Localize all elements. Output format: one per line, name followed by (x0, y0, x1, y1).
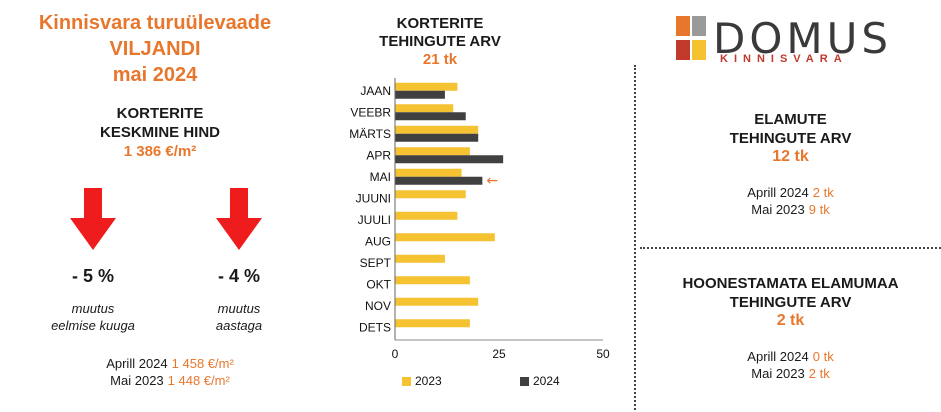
change-month-label: muutus eelmise kuuga (23, 300, 163, 334)
avg-price-value: 1 386 €/m² (123, 143, 197, 160)
land-compare-value: 2 tk (808, 366, 830, 381)
bar-2023 (395, 233, 495, 242)
land-block: HOONESTAMATA ELAMUMAA TEHINGUTE ARV 2 tk… (640, 274, 941, 382)
change-year-label2: aastaga (215, 318, 263, 333)
y-tick-label: NOV (365, 299, 391, 313)
bar-2023 (395, 104, 454, 113)
legend-label-2024: 2024 (533, 374, 560, 388)
land-title2: TEHINGUTE ARV (729, 294, 852, 311)
logo-subtitle: KINNISVARA (720, 53, 848, 65)
price-compare-row-apr: Aprill 2024 1 458 €/m² (60, 355, 280, 372)
y-tick-label: JUUNI (356, 191, 391, 205)
change-month-label2: eelmise kuuga (51, 318, 135, 333)
bar-2023 (395, 319, 470, 328)
report-title-line3: mai 2024 (112, 64, 198, 86)
bar-2023 (395, 211, 458, 220)
bar-2023 (395, 254, 445, 263)
y-tick-label: OKT (366, 277, 391, 291)
highlight-arrow-icon: ← (486, 173, 498, 189)
price-compare-value: 1 448 €/m² (167, 373, 230, 388)
land-title1: HOONESTAMATA ELAMUMAA (682, 275, 899, 292)
houses-title1: ELAMUTE (754, 111, 827, 128)
bar-2024 (395, 112, 466, 121)
change-year-label: muutus aastaga (169, 300, 309, 334)
houses-block: ELAMUTE TEHINGUTE ARV 12 tk Aprill 2024 2… (640, 110, 941, 218)
domus-logo-icon (676, 16, 706, 60)
y-tick-label: JAAN (360, 84, 391, 98)
bar-2023 (395, 168, 462, 177)
avg-price-title1: KORTERITE (116, 105, 204, 122)
bar-2023 (395, 276, 470, 285)
price-compare-value: 1 458 €/m² (171, 356, 234, 371)
houses-compare-label: Aprill 2024 (747, 185, 809, 200)
price-compare-label: Mai 2023 (110, 373, 164, 388)
y-tick-label: DETS (359, 320, 391, 334)
chart-title-value: 21 tk (422, 51, 458, 68)
legend-label-2023: 2023 (415, 374, 442, 388)
houses-value: 12 tk (772, 148, 809, 165)
bar-2023 (395, 190, 466, 199)
bar-2023 (395, 125, 479, 134)
report-title: Kinnisvara turuülevaade VILJANDI mai 202… (20, 10, 290, 88)
avg-price-title2: KESKMINE HIND (99, 124, 220, 141)
y-tick-label: VEEBR (350, 105, 391, 119)
bar-2023 (395, 147, 470, 156)
chart-title-line2: TEHINGUTE ARV (379, 33, 501, 50)
land-compare: Aprill 2024 0 tk Mai 2023 2 tk (640, 348, 941, 382)
chart-title-line1: KORTERITE (396, 15, 484, 32)
y-tick-label: AUG (365, 234, 391, 248)
bar-2024 (395, 133, 479, 142)
price-compare: Aprill 2024 1 458 €/m² Mai 2023 1 448 €/m² (60, 355, 280, 389)
houses-compare: Aprill 2024 2 tk Mai 2023 9 tk (640, 184, 941, 218)
change-year-label1: muutus (217, 301, 261, 316)
bar-2023 (395, 82, 458, 91)
logo-wordmark: DOMUS (713, 14, 893, 63)
x-tick-label: 50 (596, 347, 610, 361)
report-title-line1: Kinnisvara turuülevaade (38, 12, 272, 34)
land-compare-label: Aprill 2024 (747, 349, 809, 364)
houses-compare-label: Mai 2023 (751, 202, 805, 217)
down-arrow-icon-month (70, 188, 116, 250)
houses-compare-value: 2 tk (812, 185, 834, 200)
change-month-pct: - 5 % (71, 266, 114, 286)
legend-swatch-2023 (402, 377, 411, 386)
bar-2024 (395, 176, 483, 185)
y-tick-label: SEPT (360, 256, 392, 270)
bar-2024 (395, 155, 504, 164)
x-tick-label: 0 (392, 347, 399, 361)
y-tick-label: JUULI (358, 213, 391, 227)
transactions-bar-chart: JAAN VEEBR MÄRTS APR MAI ← JUUNI JUULI AUG SEPT OK… (349, 78, 610, 388)
y-tick-label: MAI (370, 170, 391, 184)
avg-price-block: KORTERITE KESKMINE HIND 1 386 €/m² (60, 104, 260, 161)
land-compare-label: Mai 2023 (751, 366, 805, 381)
bar-2023 (395, 297, 479, 306)
chart-title: KORTERITE TEHINGUTE ARV 21 tk (370, 15, 510, 69)
houses-compare-value: 9 tk (808, 202, 830, 217)
land-value: 2 tk (776, 312, 805, 329)
bar-2024 (395, 90, 445, 99)
houses-title2: TEHINGUTE ARV (729, 130, 852, 147)
report-title-line2: VILJANDI (109, 38, 201, 60)
x-tick-label: 25 (492, 347, 506, 361)
change-year-pct: - 4 % (217, 266, 260, 286)
change-month-label1: muutus (71, 301, 115, 316)
vertical-divider (634, 65, 636, 410)
down-arrow-icon-year (216, 188, 262, 250)
land-compare-value: 0 tk (812, 349, 834, 364)
y-tick-label: APR (366, 148, 391, 162)
price-compare-label: Aprill 2024 (106, 356, 168, 371)
price-compare-row-may: Mai 2023 1 448 €/m² (60, 372, 280, 389)
horizontal-divider (640, 247, 941, 249)
y-tick-label: MÄRTS (349, 127, 391, 141)
legend-swatch-2024 (520, 377, 529, 386)
